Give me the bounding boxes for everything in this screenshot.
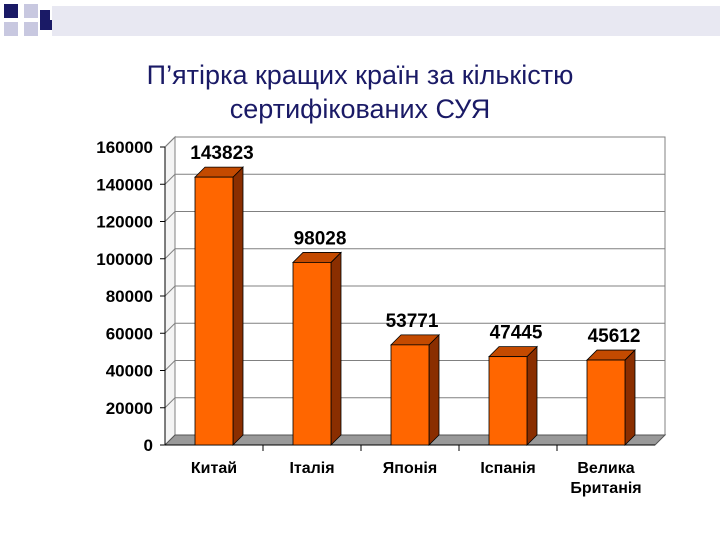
bar bbox=[194, 176, 234, 446]
gridline-depth bbox=[164, 173, 176, 185]
data-label: 45612 bbox=[588, 326, 641, 347]
data-label: 143823 bbox=[190, 143, 253, 164]
y-tick-label: 60000 bbox=[106, 324, 153, 343]
decor-line-dark bbox=[40, 20, 52, 30]
decor-square-light bbox=[24, 22, 38, 36]
y-tick-label: 40000 bbox=[106, 362, 153, 381]
bar bbox=[586, 359, 626, 446]
y-tick-label: 80000 bbox=[106, 287, 153, 306]
gridline-depth bbox=[164, 211, 176, 222]
y-tick-label: 140000 bbox=[96, 175, 153, 194]
x-tick-label: Японія bbox=[383, 460, 437, 477]
decor-square-light bbox=[24, 4, 38, 18]
bar-side bbox=[526, 345, 538, 446]
bar bbox=[488, 356, 528, 446]
x-tick-label: Італія bbox=[289, 460, 334, 477]
bar-side bbox=[624, 349, 636, 446]
y-tick-label: 100000 bbox=[96, 250, 153, 269]
bar bbox=[292, 262, 332, 446]
x-tick-label: Велика bbox=[577, 460, 634, 477]
gridline-depth bbox=[164, 136, 176, 148]
gridline-depth bbox=[164, 248, 176, 260]
decor-square-light bbox=[4, 22, 18, 36]
x-tick-label: Іспанія bbox=[480, 460, 535, 477]
y-tick-label: 160000 bbox=[96, 138, 153, 157]
bar-side bbox=[330, 251, 342, 446]
data-label: 98028 bbox=[294, 228, 347, 249]
bar bbox=[390, 344, 430, 446]
gridline-depth bbox=[164, 285, 176, 297]
decor-square-dark bbox=[4, 4, 18, 18]
gridline-depth bbox=[164, 322, 176, 334]
decor-line-light bbox=[52, 6, 720, 36]
data-label: 47445 bbox=[490, 323, 543, 344]
data-label: 53771 bbox=[386, 311, 439, 332]
x-tick-label: Китай bbox=[191, 460, 237, 477]
y-tick-label: 20000 bbox=[106, 399, 153, 418]
gridline-depth bbox=[164, 360, 176, 371]
x-tick-label: Британія bbox=[570, 480, 641, 497]
corner-decoration bbox=[4, 4, 720, 36]
slide-title-line1: П’ятірка кращих країн за кількістю bbox=[146, 60, 574, 90]
bar-side bbox=[232, 166, 244, 446]
slide-title-line2: сертифікованих СУЯ bbox=[229, 94, 491, 124]
bar-side bbox=[428, 333, 440, 446]
gridline-depth bbox=[164, 397, 176, 409]
decor-square-dark bbox=[40, 10, 50, 20]
y-tick-label: 120000 bbox=[96, 213, 153, 232]
slide-title: П’ятірка кращих країн за кількістю серти… bbox=[60, 58, 660, 126]
y-tick-label: 0 bbox=[144, 436, 153, 455]
